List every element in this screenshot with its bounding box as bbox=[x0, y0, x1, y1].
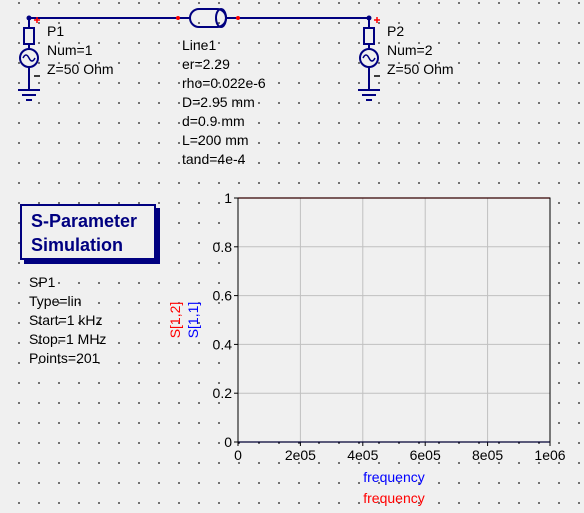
simulation-title-line1: S-Parameter bbox=[31, 211, 138, 231]
simulation-title-line2: Simulation bbox=[31, 235, 124, 255]
port-impedance: Z=50 Ohm bbox=[47, 61, 114, 77]
coax-line-labels[interactable]: Line1 er=2.29 rho=0.022e-6 D=2.95 mm d=0… bbox=[182, 36, 266, 169]
x-tick-label: 8e05 bbox=[472, 447, 503, 463]
x-tick-label: 0 bbox=[234, 447, 242, 463]
port-p2-labels[interactable]: P2 Num=2 Z=50 Ohm bbox=[387, 22, 454, 79]
plot-border bbox=[237, 197, 551, 443]
y-tick-label: 0.8 bbox=[213, 239, 233, 255]
port-p1-labels[interactable]: P1 Num=1 Z=50 Ohm bbox=[47, 22, 114, 79]
line-prop: er=2.29 bbox=[182, 56, 230, 72]
y-axis-label-s11: S[1,1] bbox=[185, 302, 201, 339]
simulation-prop: Points=201 bbox=[29, 350, 100, 366]
pin-dot bbox=[176, 16, 180, 20]
y-tick-label: 0.2 bbox=[213, 385, 233, 401]
y-axis-label-s12: S[1,2] bbox=[167, 302, 183, 339]
x-axis-label-s12: frequency bbox=[363, 490, 424, 506]
simulation-prop: Type=lin bbox=[29, 293, 82, 309]
x-tick-label: 4e05 bbox=[347, 447, 378, 463]
line-prop: L=200 mm bbox=[182, 132, 249, 148]
port-name: P1 bbox=[47, 23, 65, 39]
y-tick-label: 0.4 bbox=[213, 336, 233, 352]
simulation-prop: Start=1 kHz bbox=[29, 312, 103, 328]
port-p2-symbol[interactable] bbox=[358, 17, 380, 101]
simulation-name: SP1 bbox=[29, 274, 56, 290]
pin-dot bbox=[236, 16, 240, 20]
port-p1-symbol[interactable] bbox=[18, 17, 40, 101]
y-tick-label: 0.6 bbox=[213, 288, 233, 304]
simulation-prop: Stop=1 MHz bbox=[29, 331, 107, 347]
x-tick-labels: 0 2e05 4e05 6e05 8e05 1e06 bbox=[234, 447, 566, 463]
line-prop: tand=4e-4 bbox=[182, 151, 246, 167]
x-axis-label-s11: frequency bbox=[363, 469, 424, 485]
line-name: Line1 bbox=[182, 37, 217, 53]
line-prop: D=2.95 mm bbox=[182, 94, 255, 110]
y-tick-labels: 0 0.2 0.4 0.6 0.8 1 bbox=[213, 190, 233, 450]
x-tick-label: 1e06 bbox=[534, 447, 565, 463]
port-num: Num=1 bbox=[47, 42, 93, 58]
plot-area[interactable] bbox=[237, 197, 551, 443]
line-prop: d=0.9 mm bbox=[182, 113, 245, 129]
x-tick-label: 2e05 bbox=[285, 447, 316, 463]
port-name: P2 bbox=[387, 23, 405, 39]
y-tick-label: 0 bbox=[224, 434, 232, 450]
simulation-labels[interactable]: SP1 Type=lin Start=1 kHz Stop=1 MHz Poin… bbox=[29, 273, 106, 368]
y-tick-label: 1 bbox=[224, 190, 232, 206]
line-prop: rho=0.022e-6 bbox=[182, 75, 266, 91]
port-impedance: Z=50 Ohm bbox=[387, 61, 454, 77]
port-num: Num=2 bbox=[387, 42, 433, 58]
x-tick-label: 6e05 bbox=[410, 447, 441, 463]
grid-lines bbox=[234, 197, 551, 446]
sparameter-simulation-block[interactable]: S-Parameter Simulation bbox=[20, 204, 156, 260]
